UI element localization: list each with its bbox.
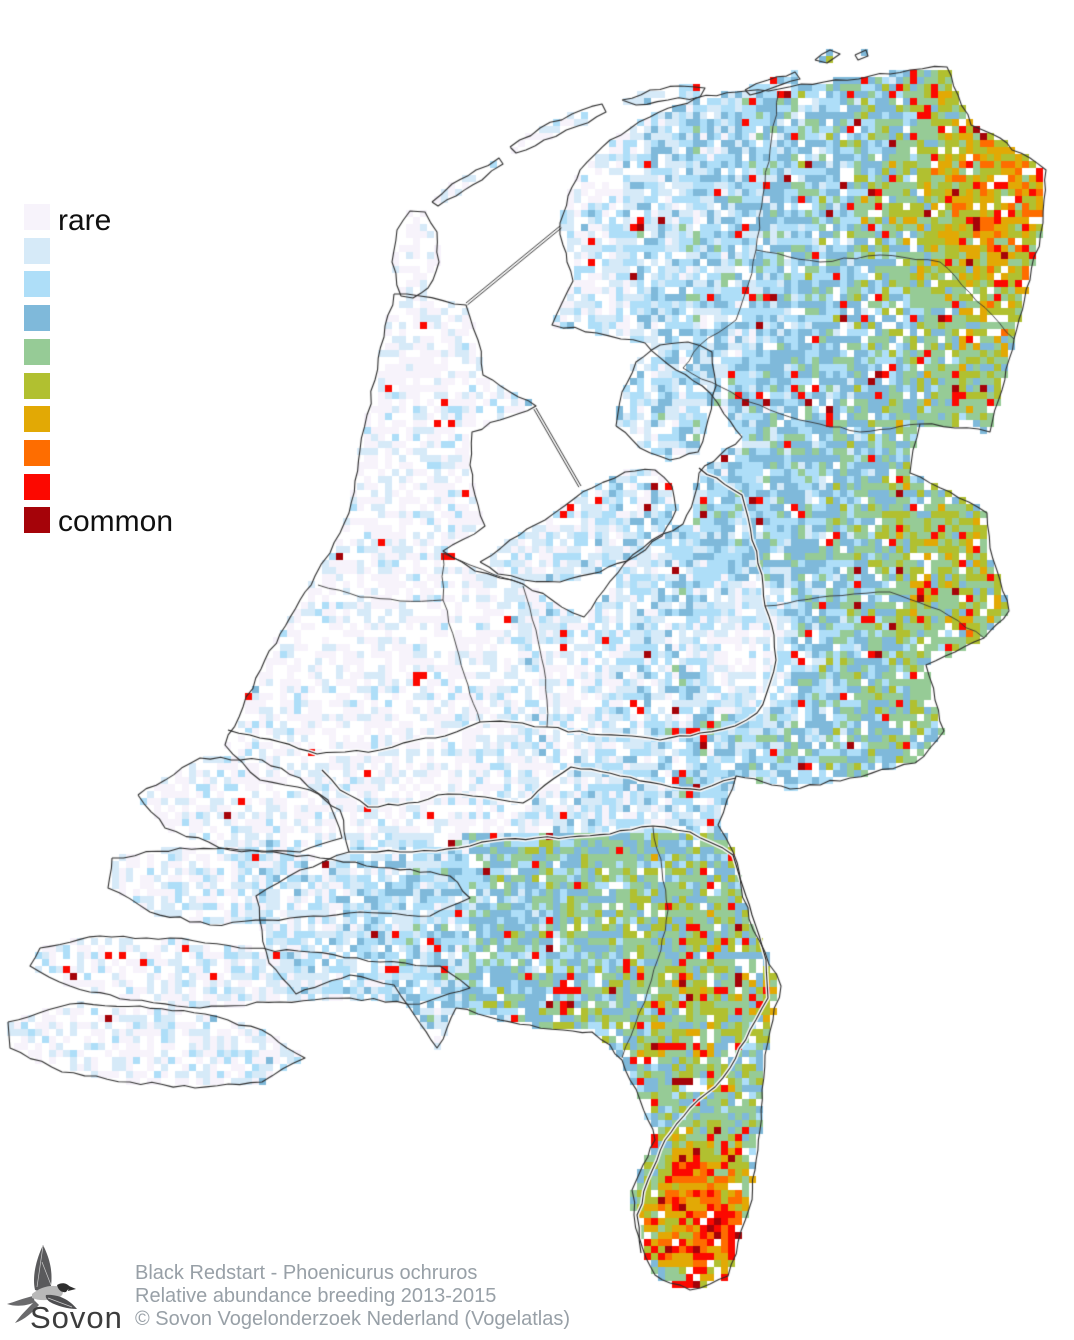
sovon-wordmark: Sovon (30, 1300, 123, 1335)
legend-swatch-7 (24, 439, 50, 466)
legend-swatch-6 (24, 406, 50, 433)
legend-swatch-3 (24, 305, 50, 332)
caption-subtitle: Relative abundance breeding 2013-2015 (135, 1285, 497, 1307)
caption-species: Black Redstart - Phoenicurus ochruros (135, 1262, 478, 1284)
legend-swatch-8 (24, 473, 50, 500)
swallow-icon (7, 1245, 77, 1323)
legend-swatch-5 (24, 372, 50, 399)
legend-swatch-1 (24, 237, 50, 264)
map-captions: Black Redstart - Phoenicurus ochruros Re… (135, 1262, 570, 1331)
legend-label-rare: rare (58, 204, 112, 237)
legend-swatch-9 (24, 507, 50, 534)
sovon-logo: Sovon (2, 1232, 142, 1340)
caption-copyright: © Sovon Vogelonderzoek Nederland (Vogela… (135, 1308, 571, 1330)
legend-swatch-0 (24, 204, 50, 230)
legend-swatch-2 (24, 271, 50, 298)
legend-label-common: common (58, 505, 174, 538)
legend-swatch-4 (24, 338, 50, 365)
